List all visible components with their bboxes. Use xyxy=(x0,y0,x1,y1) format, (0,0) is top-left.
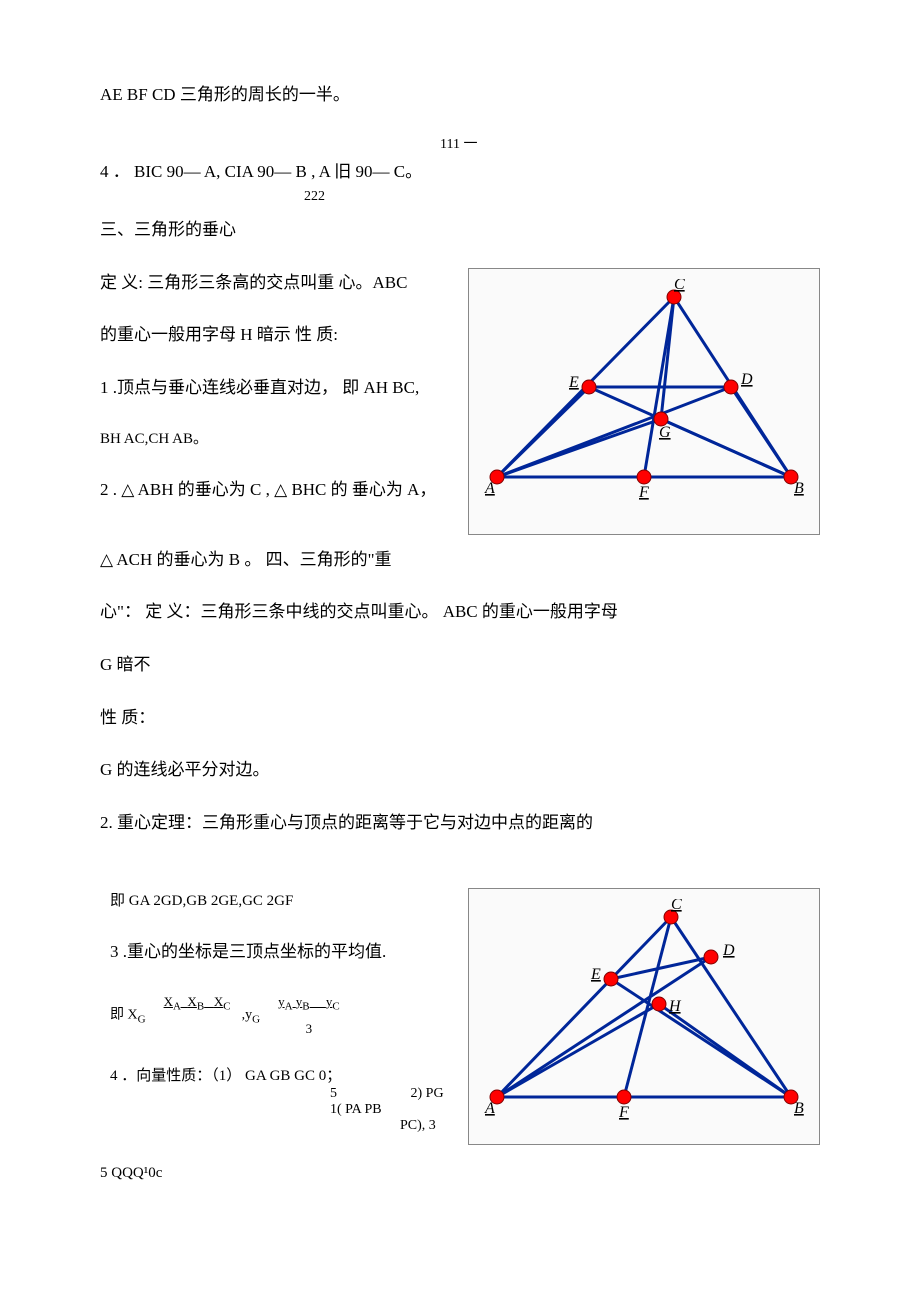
text-line: G 暗不 xyxy=(100,650,820,681)
text-line: 性 质： xyxy=(100,703,820,734)
subscript: G xyxy=(138,1013,146,1025)
svg-text:E: E xyxy=(568,374,579,391)
svg-text:C: C xyxy=(671,899,682,913)
subscript: B xyxy=(197,1001,204,1013)
text-line: 2. 重心定理：三角形重心与顶点的距离等于它与对边中点的距离的 xyxy=(100,808,820,839)
denominator: 3 xyxy=(302,1017,317,1040)
numerator: yA yB yC xyxy=(274,990,344,1017)
subscript: G xyxy=(252,1013,260,1025)
text-line: 定 义: 三角形三条高的交点叫重 心。ABC xyxy=(100,268,448,299)
svg-text:B: B xyxy=(794,480,804,497)
triangle-diagram-2: C A B D E F H xyxy=(468,888,820,1145)
svg-text:A: A xyxy=(484,480,495,497)
text-span: 2) PG 1( PA PB xyxy=(330,1086,444,1117)
triangle-diagram-1: C A B E D F G xyxy=(468,268,820,535)
text-line: G 的连线必平分对边。 xyxy=(100,755,820,786)
svg-text:C: C xyxy=(674,279,685,293)
svg-text:F: F xyxy=(638,484,649,501)
numerator: XA XB XC xyxy=(160,990,235,1017)
text-line: 的重心一般用字母 H 暗示 性 质: xyxy=(100,320,448,351)
text-line: 5 QQQ¹0c xyxy=(100,1165,820,1182)
svg-text:F: F xyxy=(618,1104,629,1121)
diagram-svg: C A B E D F G xyxy=(479,279,809,519)
text-span: ,y xyxy=(242,1008,253,1023)
text-line: 3 .重心的坐标是三顶点坐标的平均值. xyxy=(110,937,448,968)
text-line: 111 一 xyxy=(440,133,820,153)
text-line: PC), 3 xyxy=(400,1118,448,1134)
subscript: C xyxy=(332,1001,339,1013)
figure-column: C A B D E F H xyxy=(468,888,820,1145)
fraction: yA yB yC 3 xyxy=(274,990,344,1041)
text-line: 1 .顶点与垂心连线必垂直对边， 即 AH BC, xyxy=(100,373,448,404)
var: X xyxy=(164,994,173,1009)
formula-line: 即 XG XA XB XC ,yG yA yB yC 3 xyxy=(110,990,448,1041)
text-line: 2 . △ ABH 的垂心为 C , △ BHC 的 垂心为 A， xyxy=(100,475,448,506)
content-row: 定 义: 三角形三条高的交点叫重 心。ABC 的重心一般用字母 H 暗示 性 质… xyxy=(100,268,820,535)
text-span: 即 X xyxy=(110,1008,138,1023)
svg-text:D: D xyxy=(740,371,753,388)
var: X xyxy=(187,994,196,1009)
diagram-svg: C A B D E F H xyxy=(479,899,809,1129)
text-column: 定 义: 三角形三条高的交点叫重 心。ABC 的重心一般用字母 H 暗示 性 质… xyxy=(100,268,448,527)
text-line: BH AC,CH AB。 xyxy=(100,426,448,453)
text-line: 三、三角形的垂心 xyxy=(100,215,820,246)
svg-text:E: E xyxy=(590,966,601,983)
svg-text:D: D xyxy=(722,942,735,959)
subscript: A xyxy=(285,1001,293,1013)
text-line: AE BF CD 三角形的周长的一半。 xyxy=(100,80,820,111)
text-line: 222 xyxy=(304,189,820,205)
text-line: 心"： 定 义：三角形三条中线的交点叫重心。 ABC 的重心一般用字母 xyxy=(100,597,820,628)
text-column: 即 GA 2GD,GB 2GE,GC 2GF 3 .重心的坐标是三顶点坐标的平均… xyxy=(100,888,448,1133)
svg-text:G: G xyxy=(659,424,671,441)
text-line: 即 GA 2GD,GB 2GE,GC 2GF xyxy=(110,888,448,915)
denominator xyxy=(191,1017,202,1040)
text-line: 5 2) PG 1( PA PB xyxy=(330,1086,448,1118)
svg-text:H: H xyxy=(668,998,682,1015)
svg-text:B: B xyxy=(794,1100,804,1117)
text-line: 4 ． BIC 90— A, CIA 90— B , A 旧 90— C。 xyxy=(100,157,820,188)
subscript: C xyxy=(223,1001,230,1013)
var: X xyxy=(214,994,223,1009)
text-span: 5 xyxy=(330,1086,337,1101)
text-line: △ ACH 的垂心为 B 。 四、三角形的"重 xyxy=(100,545,820,576)
fraction: XA XB XC xyxy=(160,990,235,1041)
subscript: B xyxy=(302,1001,309,1013)
subscript: A xyxy=(173,1001,181,1013)
content-row: 即 GA 2GD,GB 2GE,GC 2GF 3 .重心的坐标是三顶点坐标的平均… xyxy=(100,888,820,1145)
svg-text:A: A xyxy=(484,1100,495,1117)
figure-column: C A B E D F G xyxy=(468,268,820,535)
